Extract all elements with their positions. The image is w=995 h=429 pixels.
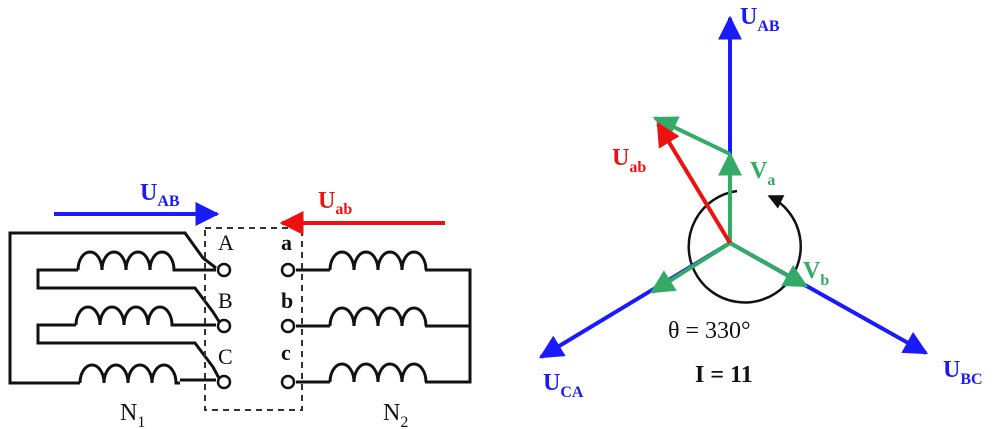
- label-V-b: Vb: [803, 258, 829, 289]
- label-U-CA: UCA: [543, 370, 584, 401]
- phasor-V-b: [729, 241, 809, 288]
- secondary-voltage-label: Uab: [318, 188, 352, 218]
- index-text: I = 11: [695, 362, 753, 388]
- phasor-V-c: [649, 241, 732, 294]
- label-V-a: Va: [750, 158, 775, 189]
- phasor-diagram: UAB UBC UCA Uab Va Vb θ = 330° I = 11: [538, 4, 983, 401]
- primary-coil-c: [78, 363, 180, 385]
- secondary-coil-a: [328, 250, 428, 272]
- label-U-ab: Uab: [612, 145, 646, 176]
- angle-arc: [687, 189, 802, 304]
- terminal-label-B: B: [218, 288, 233, 313]
- terminals: [216, 262, 296, 390]
- terminal-a: [280, 262, 296, 278]
- terminal-A: [216, 262, 232, 278]
- primary-voltage-label: UAB: [140, 180, 180, 210]
- terminal-C: [216, 374, 232, 390]
- terminal-b: [280, 318, 296, 334]
- terminal-B: [216, 318, 232, 334]
- terminal-c: [280, 374, 296, 390]
- terminal-label-b: b: [281, 288, 293, 313]
- primary-winding-label: N1: [120, 400, 145, 429]
- terminal-label-c: c: [281, 340, 291, 365]
- phasor-U-ab: [656, 121, 732, 245]
- terminal-label-C: C: [218, 344, 233, 369]
- circuit: A B C a b c N1 N2 UAB Uab: [8, 180, 472, 429]
- primary-wiring: [8, 231, 222, 385]
- terminal-box: [204, 227, 303, 411]
- secondary-coil-b: [328, 306, 428, 328]
- secondary-coil-c: [328, 362, 428, 384]
- terminal-label-a: a: [281, 230, 292, 255]
- label-U-AB: UAB: [740, 4, 780, 35]
- angle-text: θ = 330°: [668, 318, 751, 344]
- secondary-winding-label: N2: [383, 400, 408, 429]
- secondary-wiring: [296, 268, 472, 384]
- terminal-label-A: A: [218, 230, 234, 255]
- primary-coil-a: [76, 250, 180, 272]
- label-U-BC: UBC: [943, 357, 983, 388]
- primary-coil-b: [74, 305, 180, 327]
